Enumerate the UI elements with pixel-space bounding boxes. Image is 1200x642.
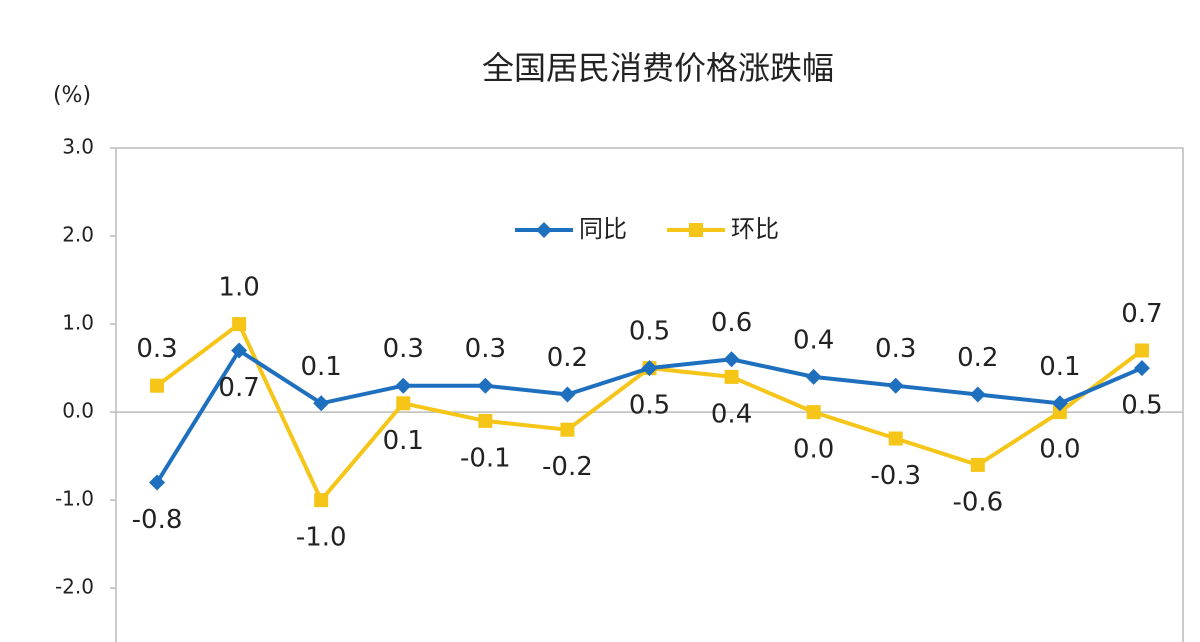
data-label: 0.0: [793, 435, 834, 465]
marker: [478, 413, 493, 428]
marker: [560, 422, 575, 437]
marker: [396, 396, 411, 411]
data-label: 0.1: [383, 426, 424, 456]
marker: [969, 386, 986, 403]
data-label: 0.3: [136, 334, 177, 364]
plot-frame: [115, 147, 1184, 642]
marker: [641, 360, 658, 377]
legend-label: 同比: [579, 215, 627, 243]
marker: [313, 395, 330, 412]
marker: [395, 377, 412, 394]
y-tick-label: 3.0: [62, 135, 94, 159]
marker: [888, 431, 903, 446]
y-tick-label: 2.0: [62, 223, 94, 247]
marker: [477, 377, 494, 394]
marker: [1133, 360, 1150, 377]
marker: [1052, 405, 1067, 420]
data-label: 0.5: [1121, 391, 1162, 421]
marker: [806, 405, 821, 420]
data-label: 0.7: [218, 373, 259, 403]
y-tick-label: 1.0: [62, 311, 94, 335]
marker: [232, 317, 247, 332]
marker: [689, 223, 703, 237]
legend-label: 环比: [731, 215, 779, 243]
data-label: 0.0: [1039, 435, 1080, 465]
marker: [149, 474, 166, 491]
marker: [559, 386, 576, 403]
data-label: -0.1: [460, 443, 511, 473]
marker: [805, 368, 822, 385]
data-label: 0.2: [957, 343, 998, 373]
marker: [314, 493, 329, 508]
marker: [231, 342, 248, 359]
data-label: 0.5: [629, 391, 670, 421]
data-label: 0.7: [1121, 299, 1162, 329]
data-label: 0.3: [383, 334, 424, 364]
marker: [887, 377, 904, 394]
data-label: -0.2: [542, 452, 593, 482]
y-tick-label: -2.0: [55, 575, 94, 599]
y-tick-label: 0.0: [62, 399, 94, 423]
data-label: -1.0: [296, 523, 347, 553]
data-label: 0.3: [875, 334, 916, 364]
marker: [1134, 343, 1149, 358]
marker: [970, 457, 985, 472]
data-label: 0.1: [301, 352, 342, 382]
data-label: 0.6: [711, 308, 752, 338]
marker: [150, 378, 165, 393]
data-label: -0.8: [132, 505, 183, 535]
marker: [724, 369, 739, 384]
chart-title: 全国居民消费价格涨跌幅: [482, 49, 834, 87]
data-label: 0.4: [711, 399, 752, 429]
data-label: -0.3: [870, 461, 921, 491]
data-label: 0.1: [1039, 352, 1080, 382]
data-label: -0.6: [952, 487, 1003, 517]
marker: [1051, 395, 1068, 412]
data-label: 0.2: [547, 343, 588, 373]
data-label: 0.4: [793, 325, 834, 355]
data-label: 0.5: [629, 317, 670, 347]
data-label: 0.3: [465, 334, 506, 364]
marker: [536, 222, 552, 238]
marker: [723, 351, 740, 368]
data-label: 1.0: [218, 273, 259, 303]
y-axis-label: (%): [53, 83, 91, 108]
y-tick-label: -1.0: [55, 487, 94, 511]
